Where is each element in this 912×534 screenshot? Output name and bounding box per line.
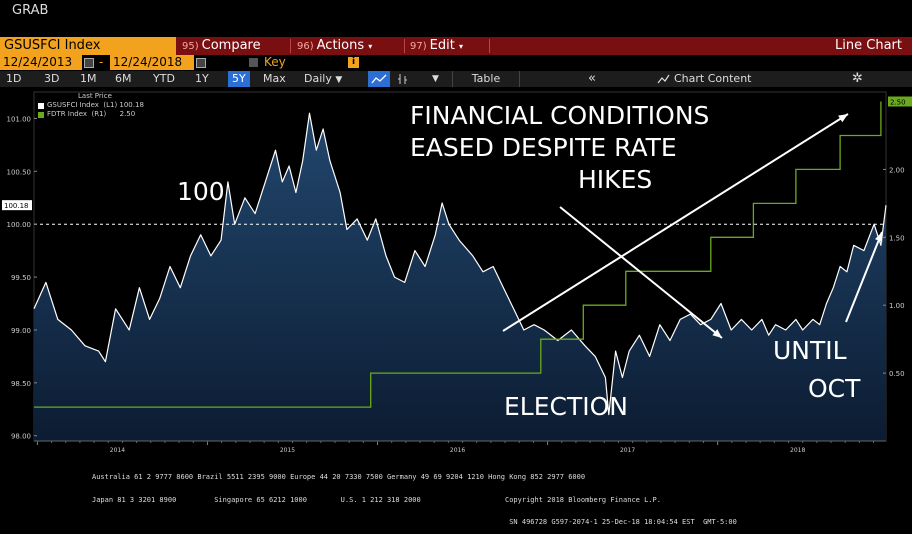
grab-label: GRAB bbox=[12, 3, 49, 18]
range-button-5y[interactable]: 5Y bbox=[228, 71, 250, 87]
chevron-down-icon: ▾ bbox=[458, 42, 463, 51]
gear-icon[interactable]: ✲ bbox=[852, 71, 863, 86]
range-button-1y[interactable]: 1Y bbox=[195, 72, 209, 85]
ticker-field[interactable]: GSUSFCI Index bbox=[0, 37, 176, 55]
dropdown-icon[interactable]: ▼ bbox=[432, 74, 439, 84]
annotation-line: FINANCIAL CONDITIONS bbox=[410, 101, 710, 130]
table-button[interactable]: Table bbox=[452, 71, 520, 87]
edit-button[interactable]: 97) Edit ▾ bbox=[410, 37, 463, 55]
x-tick-label: 2017 bbox=[620, 447, 635, 454]
compare-number: 95) bbox=[182, 41, 199, 52]
last-price-left-flag bbox=[2, 200, 32, 211]
y-left-tick-label: 98.50 bbox=[11, 380, 31, 388]
chart-content-button[interactable]: Chart Content bbox=[656, 71, 751, 87]
actions-button[interactable]: 96) Actions ▾ bbox=[297, 37, 372, 55]
end-date-field[interactable]: 12/24/2018 bbox=[110, 55, 194, 70]
arrow-election-head bbox=[712, 329, 722, 338]
chart-content-icon bbox=[657, 74, 670, 84]
footer-line: Japan 81 3 3201 8900 Singapore 65 6212 1… bbox=[92, 495, 661, 504]
plot-area: 101.00 100.50 100.00 99.50 99.00 98.50 98.00 2.… bbox=[2, 91, 912, 454]
triangle-down-icon: ▼ bbox=[335, 75, 343, 85]
footer-line: Australia 61 2 9777 8600 Brazil 5511 239… bbox=[92, 473, 586, 481]
compare-button[interactable]: 95) Compare bbox=[182, 37, 261, 55]
arrow-until-oct-head bbox=[874, 232, 883, 242]
y-right-tick-label: 0.50 bbox=[889, 370, 905, 378]
range-button-max[interactable]: Max bbox=[263, 72, 286, 85]
legend-label: GSUSFCI Index (L1) 100.18 bbox=[47, 101, 144, 109]
last-price-left-label: 100.18 bbox=[4, 202, 29, 210]
y-right-tick-label: 1.00 bbox=[889, 302, 905, 310]
chart-content-label: Chart Content bbox=[674, 72, 752, 85]
range-toolbar: 1D 3D 1M 6M YTD 1Y 5Y Max Daily ▼ ▼ Table « Cha… bbox=[0, 71, 912, 87]
range-button-1m[interactable]: 1M bbox=[80, 72, 97, 85]
legend: Last Price GSUSFCI Index (L1) 100.18 FDT… bbox=[38, 92, 144, 119]
bar-chart-icon[interactable] bbox=[396, 71, 410, 87]
chevron-down-icon: ▾ bbox=[368, 42, 373, 51]
menu-bar: GSUSFCI Index 95) Compare 96) Actions ▾ 97… bbox=[0, 37, 912, 55]
chart-type-label[interactable]: Line Chart bbox=[835, 38, 902, 53]
y-left-tick-label: 99.00 bbox=[11, 327, 31, 335]
last-price-right-flag bbox=[888, 96, 912, 107]
range-button-1d[interactable]: 1D bbox=[6, 72, 22, 85]
annotation-until: UNTIL bbox=[773, 336, 847, 365]
arrow-eased-conditions-head bbox=[838, 114, 848, 123]
calendar-icon[interactable] bbox=[196, 58, 206, 68]
info-icon[interactable]: i bbox=[348, 57, 359, 68]
x-tick-label: 2014 bbox=[110, 447, 125, 454]
collapse-icon[interactable]: « bbox=[588, 71, 596, 86]
date-dash: - bbox=[99, 55, 104, 69]
y-left-tick-label: 100.50 bbox=[7, 168, 32, 176]
line-chart-glyph bbox=[371, 74, 387, 84]
legend-swatch bbox=[38, 112, 44, 118]
legend-header: Last Price bbox=[78, 92, 112, 100]
x-tick-label: 2016 bbox=[450, 447, 465, 454]
edit-number: 97) bbox=[410, 41, 427, 52]
start-date-field[interactable]: 12/24/2013 bbox=[0, 55, 82, 70]
actions-number: 96) bbox=[297, 41, 314, 52]
frequency-select[interactable]: Daily ▼ bbox=[304, 71, 342, 87]
calendar-icon[interactable] bbox=[84, 58, 94, 68]
edit-label: Edit bbox=[429, 38, 455, 53]
y-left-tick-label: 98.00 bbox=[11, 433, 31, 441]
line-chart-icon[interactable] bbox=[368, 71, 390, 87]
annotation-oct: OCT bbox=[808, 374, 861, 403]
arrow-until-oct bbox=[845, 231, 883, 323]
y-right-tick-label: 2.00 bbox=[889, 166, 905, 174]
arrow-election bbox=[559, 206, 723, 339]
annotation-100: 100 bbox=[177, 177, 225, 206]
y-right-tick-label: 1.50 bbox=[889, 234, 905, 242]
chart-svg: 101.00 100.50 100.00 99.50 99.00 98.50 98.00 2.… bbox=[2, 91, 912, 454]
footer-line: SN 496728 G597-2074-1 25-Dec-18 18:04:54… bbox=[92, 518, 737, 526]
range-button-6m[interactable]: 6M bbox=[115, 72, 132, 85]
range-button-3d[interactable]: 3D bbox=[44, 72, 60, 85]
annotation-election: ELECTION bbox=[504, 392, 628, 421]
y-left-tick-label: 100.00 bbox=[7, 221, 32, 229]
actions-label: Actions bbox=[316, 38, 365, 53]
x-tick-label: 2018 bbox=[790, 447, 805, 454]
bar-chart-glyph bbox=[398, 74, 407, 84]
range-button-ytd[interactable]: YTD bbox=[153, 72, 175, 85]
menu-divider bbox=[489, 39, 490, 53]
last-price-right-label: 2.50 bbox=[890, 99, 906, 107]
gsusfci-area bbox=[34, 113, 886, 441]
y-left-tick-label: 101.00 bbox=[7, 115, 32, 123]
frequency-label: Daily bbox=[304, 72, 332, 85]
fdtr-step-line bbox=[34, 101, 882, 408]
annotation-financial-conditions: FINANCIAL CONDITIONS EASED DESPITE RATE … bbox=[410, 100, 830, 196]
legend-row-fdtr: FDTR Index (R1) 2.50 bbox=[38, 110, 144, 119]
legend-row-gsusfci: GSUSFCI Index (L1) 100.18 bbox=[38, 101, 144, 110]
compare-label: Compare bbox=[201, 38, 261, 53]
legend-label: FDTR Index (R1) 2.50 bbox=[47, 110, 136, 118]
annotation-line: EASED DESPITE RATE bbox=[410, 133, 677, 162]
x-tick-label: 2015 bbox=[280, 447, 295, 454]
legend-swatch bbox=[38, 103, 44, 109]
annotation-line: HIKES bbox=[578, 165, 653, 194]
arrow-eased-conditions bbox=[502, 113, 849, 332]
menu-divider bbox=[404, 39, 405, 53]
y-left-tick-label: 99.50 bbox=[11, 274, 31, 282]
key-events-checkbox[interactable] bbox=[249, 58, 258, 67]
gsusfci-line bbox=[33, 112, 887, 416]
menu-divider bbox=[290, 39, 291, 53]
